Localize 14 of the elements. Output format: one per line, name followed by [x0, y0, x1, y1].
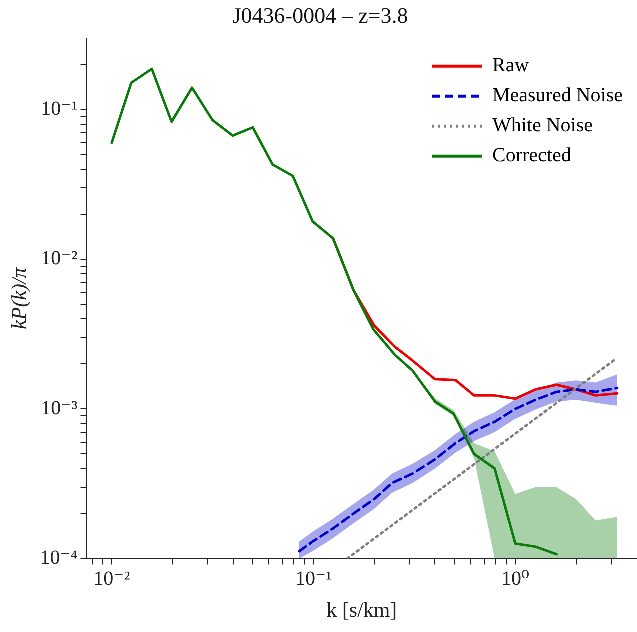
y-tick-label: 10⁻³ [41, 397, 78, 420]
x-tick-label: 10⁻¹ [295, 568, 332, 590]
y-tick-label: 10⁻¹ [41, 98, 78, 120]
legend-label: Measured Noise [492, 84, 624, 107]
y-tick-label: 10⁻² [41, 248, 78, 270]
legend-label: White Noise [492, 114, 594, 137]
legend-label: Corrected [492, 144, 572, 167]
chart-title: J0436-0004 – z=3.8 [232, 2, 408, 28]
x-axis-title: k [s/km] [326, 598, 398, 622]
x-tick-label: 10⁰ [501, 568, 530, 590]
legend-label: Raw [492, 54, 530, 77]
y-axis-title: kP(k)/π [7, 267, 32, 330]
y-tick-label: 10⁻⁴ [40, 547, 78, 570]
x-tick-label: 10⁻² [94, 568, 130, 590]
